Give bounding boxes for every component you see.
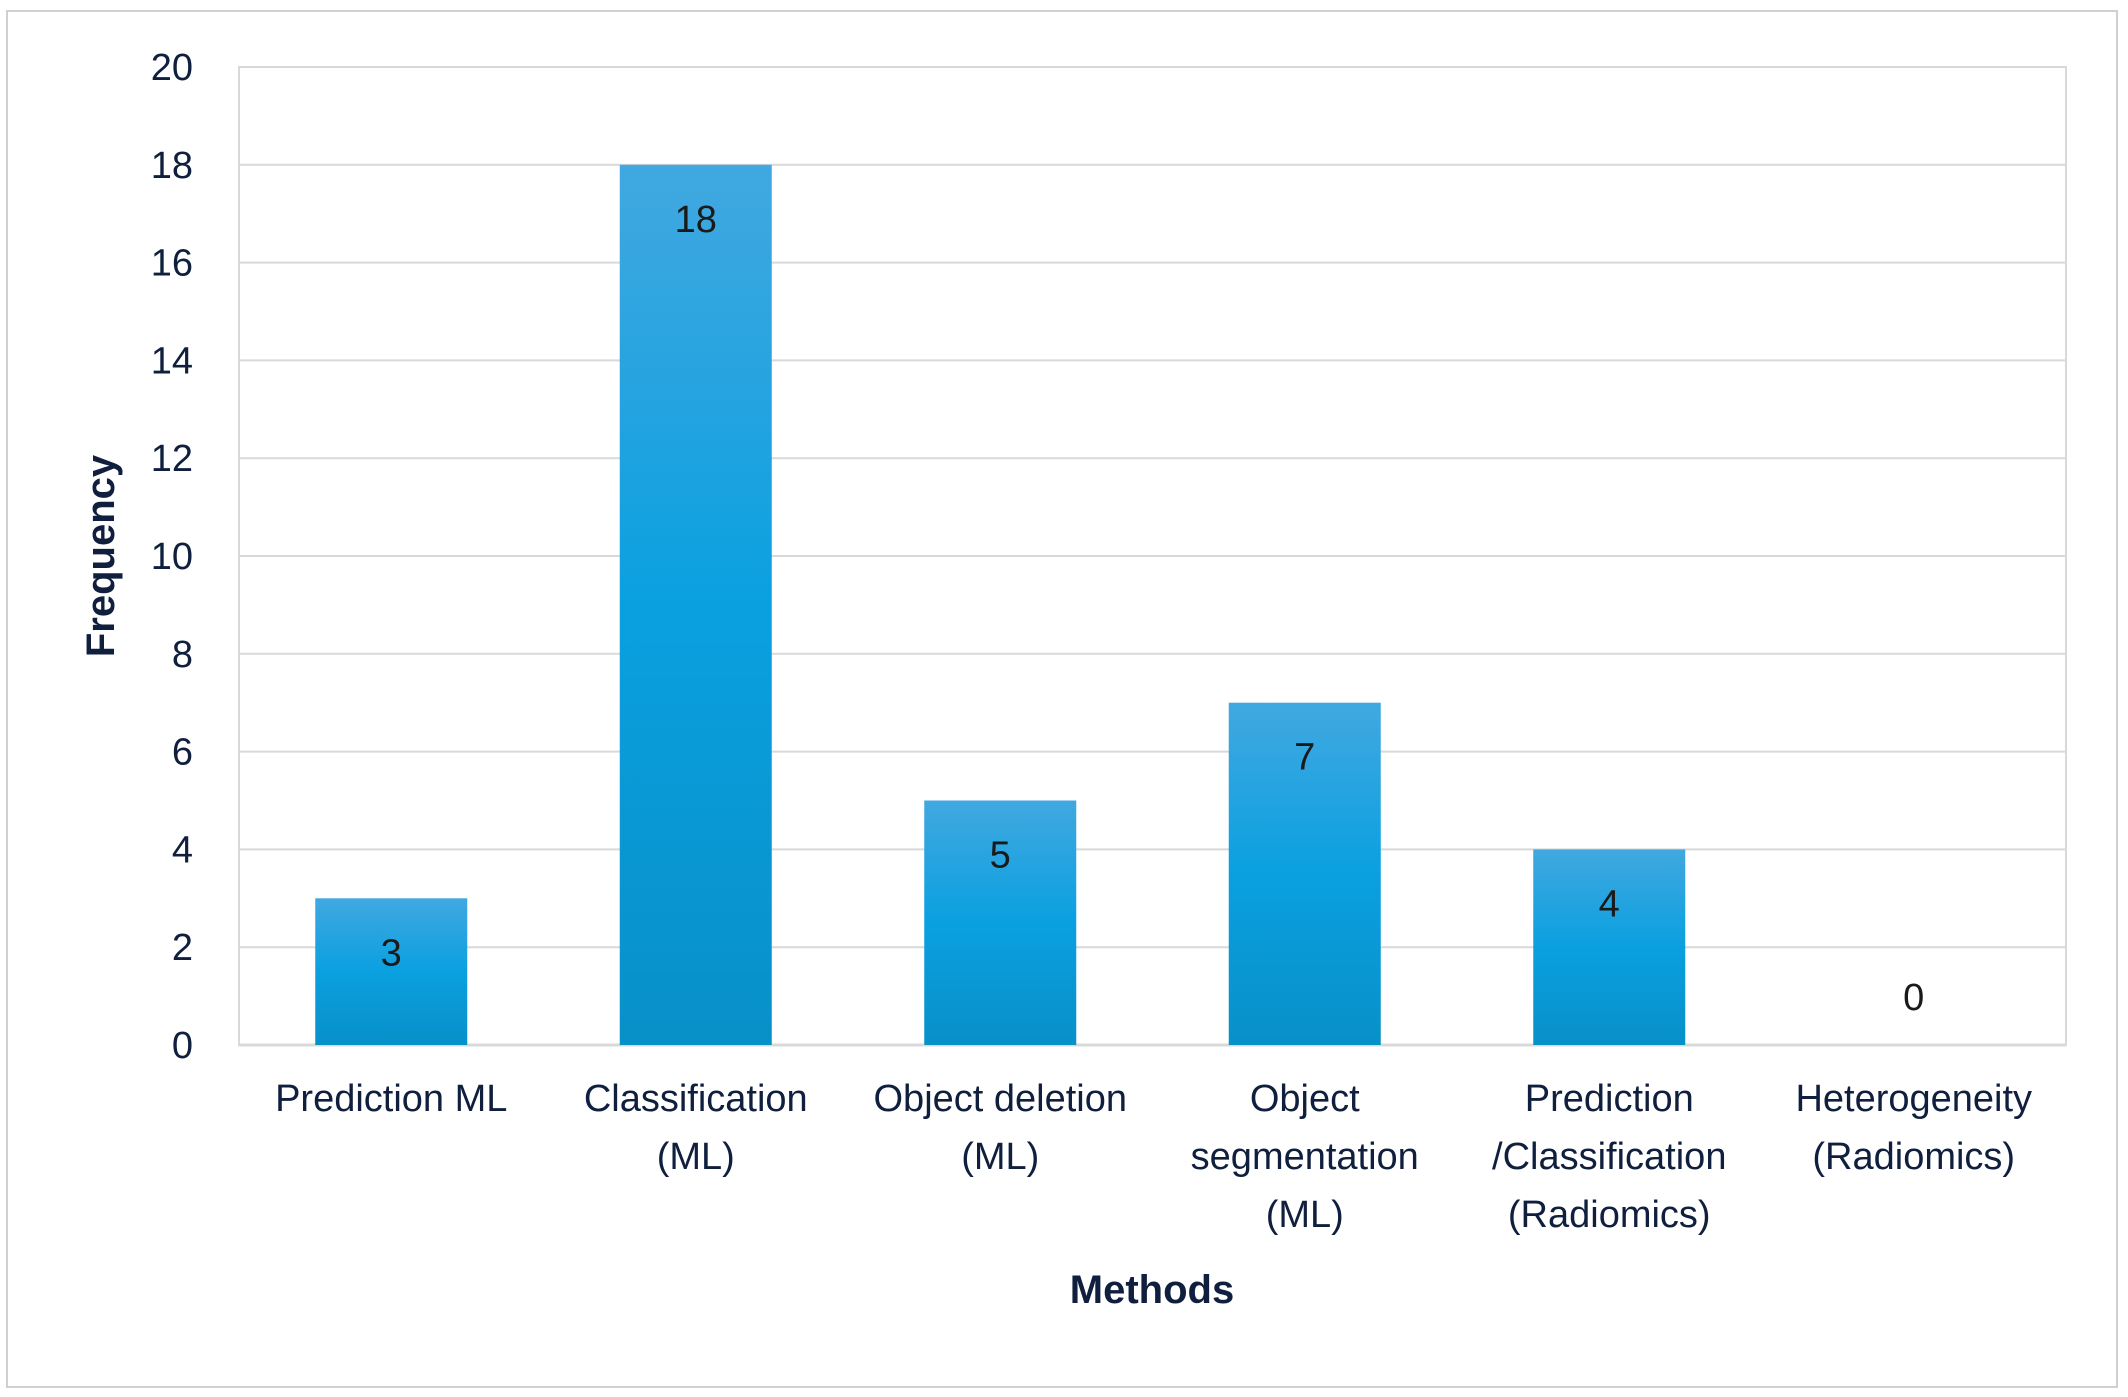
y-tick-label: 12 — [151, 438, 193, 480]
data-label: 18 — [675, 199, 717, 241]
y-tick-label: 14 — [151, 340, 193, 382]
y-tick-label: 2 — [172, 927, 193, 969]
y-axis-title: Frequency — [79, 454, 123, 657]
y-tick-label: 18 — [151, 145, 193, 187]
x-category-label: Object segmentation (ML) — [1191, 1078, 1419, 1236]
x-category-label: Prediction/Classification (Radiomics) — [1492, 1078, 1726, 1236]
y-tick-label: 4 — [172, 829, 193, 871]
bar — [315, 898, 468, 1045]
y-tick-label: 6 — [172, 732, 193, 774]
data-label: 7 — [1294, 737, 1315, 779]
y-tick-label: 16 — [151, 243, 193, 285]
y-tick-label: 8 — [172, 634, 193, 676]
data-label: 5 — [990, 835, 1011, 877]
y-tick-label: 0 — [172, 1025, 193, 1067]
chart-svg: 0 2 4 6 8 10 12 14 16 18 20 3 18 5 7 4 0 Prediction ML C… — [79, 47, 2067, 1312]
bar — [1533, 849, 1686, 1045]
y-axis-ticks: 0 2 4 6 8 10 12 14 16 18 20 — [151, 47, 193, 1067]
x-category-label: Object deletion (ML) — [874, 1078, 1128, 1178]
data-label: 4 — [1599, 883, 1620, 925]
y-tick-label: 10 — [151, 536, 193, 578]
data-label: 3 — [381, 932, 402, 974]
bars: 3 18 5 7 4 0 — [315, 164, 1924, 1046]
x-category-label: Heterogeneity (Radiomics) — [1795, 1078, 2032, 1178]
bar — [619, 164, 772, 1046]
bar — [1228, 702, 1381, 1045]
chart-frame: 0 2 4 6 8 10 12 14 16 18 20 3 18 5 7 4 0 Prediction ML C… — [6, 10, 2118, 1388]
data-label: 0 — [1903, 977, 1924, 1019]
bar — [924, 800, 1077, 1045]
gridlines — [239, 66, 2066, 1047]
x-category-label: Classification (ML) — [584, 1078, 808, 1178]
y-tick-label: 20 — [151, 47, 193, 89]
x-axis-title: Methods — [1070, 1268, 1234, 1312]
x-category-label: Prediction ML — [275, 1078, 507, 1120]
x-axis-categories: Prediction ML Classification (ML) Object de… — [275, 1078, 2032, 1236]
